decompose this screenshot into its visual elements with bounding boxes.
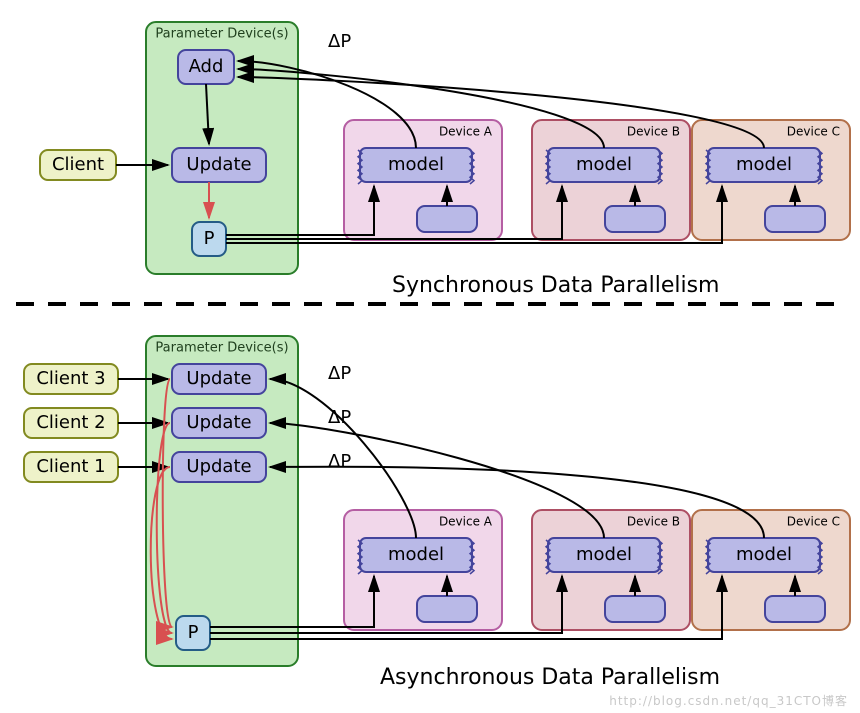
- p-label: P: [204, 228, 215, 249]
- param-title: Parameter Device(s): [155, 27, 288, 42]
- input-box: [417, 206, 477, 232]
- caption-sync: Synchronous Data Parallelism: [392, 273, 719, 298]
- model-label: model: [736, 544, 792, 565]
- device-deviceA: Device A model: [344, 120, 502, 240]
- watermark: http://blog.csdn.net/qq_31CTO博客: [609, 692, 848, 709]
- update-label-2: Update: [186, 456, 251, 477]
- device-title: Device A: [439, 125, 493, 139]
- client-label: Client: [52, 154, 104, 175]
- input-box: [765, 596, 825, 622]
- device-deviceB: Device B model: [532, 510, 690, 630]
- p-label-async: P: [188, 622, 199, 643]
- model-label: model: [388, 544, 444, 565]
- client-label-2: Client 1: [36, 456, 105, 477]
- device-title: Device C: [787, 515, 840, 529]
- device-deviceC: Device C model: [692, 120, 850, 240]
- param-title-async: Parameter Device(s): [155, 341, 288, 356]
- delta-label-2: ΔP: [328, 451, 351, 472]
- model-label: model: [576, 544, 632, 565]
- update-label-1: Update: [186, 412, 251, 433]
- caption-async: Asynchronous Data Parallelism: [380, 665, 720, 690]
- device-deviceC: Device C model: [692, 510, 850, 630]
- update-label: Update: [186, 154, 251, 175]
- model-label: model: [736, 154, 792, 175]
- input-box: [417, 596, 477, 622]
- input-box: [605, 596, 665, 622]
- device-deviceB: Device B model: [532, 120, 690, 240]
- input-box: [605, 206, 665, 232]
- client-label-1: Client 2: [36, 412, 105, 433]
- input-box: [765, 206, 825, 232]
- add-label: Add: [189, 56, 224, 77]
- device-title: Device B: [627, 125, 680, 139]
- device-title: Device A: [439, 515, 493, 529]
- device-title: Device B: [627, 515, 680, 529]
- delta-label-0: ΔP: [328, 363, 351, 384]
- sync-diagram: Parameter Device(s) Add Update P Client ΔP Dev…: [40, 22, 850, 298]
- async-diagram: Parameter Device(s) Update Update Update P Cl…: [24, 336, 850, 690]
- device-title: Device C: [787, 125, 840, 139]
- model-label: model: [388, 154, 444, 175]
- device-deviceA: Device A model: [344, 510, 502, 630]
- delta-label: ΔP: [328, 31, 351, 52]
- model-label: model: [576, 154, 632, 175]
- update-label-0: Update: [186, 368, 251, 389]
- client-label-0: Client 3: [36, 368, 105, 389]
